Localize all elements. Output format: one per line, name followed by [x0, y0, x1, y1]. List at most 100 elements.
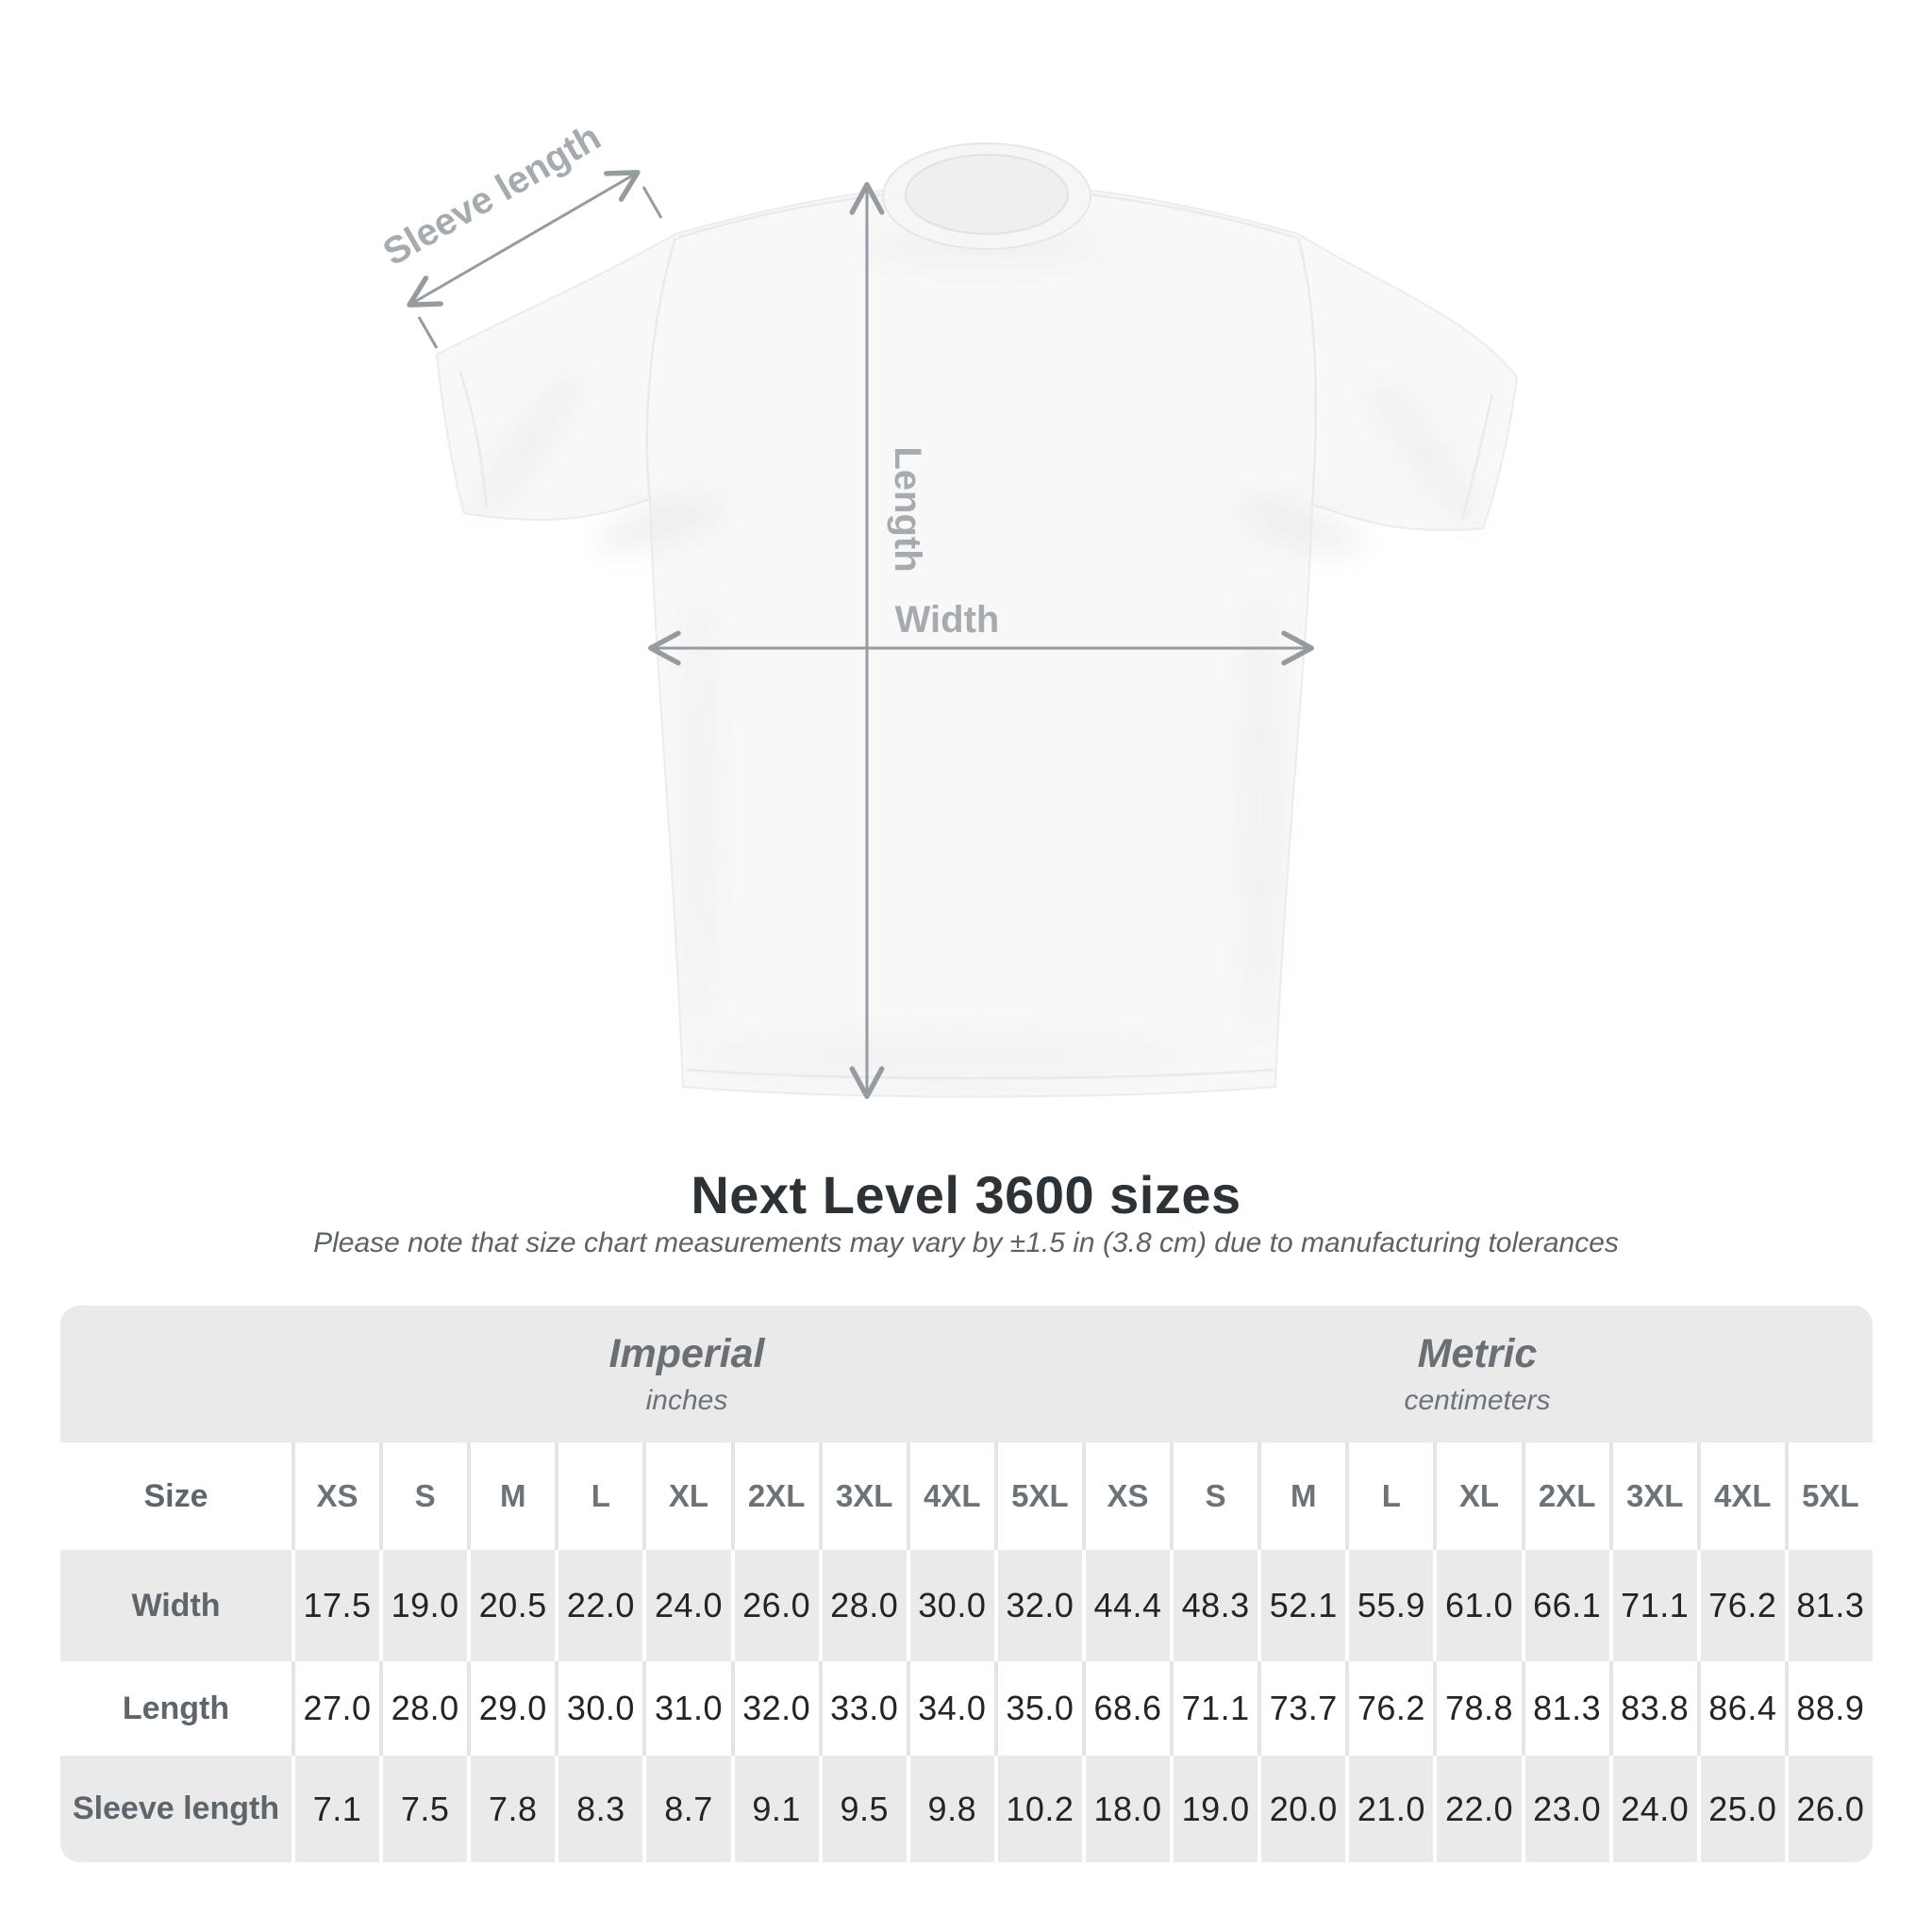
size-column-header: XS	[295, 1442, 380, 1550]
measurement-value: 28.0	[822, 1550, 907, 1661]
size-column-header: L	[1349, 1442, 1434, 1550]
measurement-value: 26.0	[734, 1550, 819, 1661]
imperial-title: Imperial	[608, 1331, 765, 1376]
measurement-value: 68.6	[1086, 1661, 1171, 1756]
tolerance-note: Please note that size chart measurements…	[313, 1227, 1619, 1258]
size-column-header: 2XL	[734, 1442, 819, 1550]
size-column-header: 4XL	[1700, 1442, 1785, 1550]
measurement-value: 7.1	[295, 1756, 380, 1862]
size-column-header: M	[471, 1442, 556, 1550]
measurement-value: 7.5	[383, 1756, 468, 1862]
measurement-value: 17.5	[295, 1550, 380, 1661]
size-column-header: 3XL	[1612, 1442, 1697, 1550]
measurement-value: 20.5	[471, 1550, 556, 1661]
measurement-value: 19.0	[383, 1550, 468, 1661]
tshirt-measurement-diagram: Sleeve length Length Width	[376, 116, 1519, 1099]
size-column-header: S	[1174, 1442, 1258, 1550]
measurement-value: 7.8	[471, 1756, 556, 1862]
size-column-header: 5XL	[1788, 1442, 1873, 1550]
measurement-value: 32.0	[734, 1661, 819, 1756]
metric-header: Metric centimeters	[1082, 1331, 1873, 1417]
seams	[458, 192, 1494, 1080]
page-title: Next Level 3600 sizes	[691, 1165, 1241, 1224]
measurement-value: 83.8	[1612, 1661, 1697, 1756]
units-header-band: Imperial inches Metric centimeters	[60, 1306, 1873, 1442]
sleeve-arrow-end-tick	[417, 316, 439, 349]
size-corner-label: Size	[60, 1442, 291, 1550]
measurement-value: 22.0	[1437, 1756, 1522, 1862]
measurement-value: 9.8	[909, 1756, 994, 1862]
measurement-value: 28.0	[383, 1661, 468, 1756]
measurement-value: 30.0	[909, 1550, 994, 1661]
measurement-value: 24.0	[1612, 1756, 1697, 1862]
size-column-header: 4XL	[909, 1442, 994, 1550]
measurement-value: 76.2	[1349, 1661, 1434, 1756]
measurement-value: 21.0	[1349, 1756, 1434, 1862]
measurement-value: 33.0	[822, 1661, 907, 1756]
size-table: Imperial inches Metric centimeters Size …	[60, 1306, 1873, 1862]
measurement-value: 78.8	[1437, 1661, 1522, 1756]
sleeve-length-arrow	[407, 170, 641, 308]
measurement-value: 9.1	[734, 1756, 819, 1862]
measurement-value: 20.0	[1261, 1756, 1346, 1862]
measurement-value: 24.0	[646, 1550, 731, 1661]
imperial-unit: inches	[645, 1385, 728, 1416]
metric-title: Metric	[1417, 1331, 1538, 1376]
measurement-value: 71.1	[1174, 1661, 1258, 1756]
measurement-value: 26.0	[1788, 1756, 1873, 1862]
measurement-value: 88.9	[1788, 1661, 1873, 1756]
measurement-value: 76.2	[1700, 1550, 1785, 1661]
width-label: Width	[895, 599, 1000, 641]
measurement-value: 29.0	[471, 1661, 556, 1756]
measurement-value: 52.1	[1261, 1550, 1346, 1661]
measurement-row-label: Sleeve length	[60, 1756, 291, 1862]
size-header-row: Size XS S M L XL 2XL 3XL 4XL 5XL XS S M L XL 2XL 3XL 4XL…	[60, 1442, 1873, 1550]
measurement-value: 18.0	[1086, 1756, 1171, 1862]
size-column-header: 5XL	[997, 1442, 1082, 1550]
measurement-value: 27.0	[295, 1661, 380, 1756]
measurement-value: 31.0	[646, 1661, 731, 1756]
measurement-value: 25.0	[1700, 1756, 1785, 1862]
tshirt-illustration	[435, 142, 1519, 1098]
measurement-row: Sleeve length 7.1 7.5 7.8 8.3 8.7 9.1 9.5 9.8 10.…	[60, 1756, 1873, 1862]
measurement-value: 81.3	[1788, 1550, 1873, 1661]
measurement-value: 30.0	[558, 1661, 643, 1756]
sleeve-arrow-end-tick	[641, 186, 663, 219]
imperial-header: Imperial inches	[291, 1331, 1082, 1417]
measurement-value: 61.0	[1437, 1550, 1522, 1661]
collar	[882, 142, 1091, 250]
measurement-value: 44.4	[1086, 1550, 1171, 1661]
sleeve-length-label: Sleeve length	[376, 116, 608, 274]
size-column-header: S	[383, 1442, 468, 1550]
size-column-header: L	[558, 1442, 643, 1550]
metric-unit: centimeters	[1404, 1385, 1551, 1416]
measurement-row-label: Length	[60, 1661, 291, 1756]
size-column-header: M	[1261, 1442, 1346, 1550]
measurement-value: 86.4	[1700, 1661, 1785, 1756]
fabric-shading	[475, 228, 1478, 1081]
measurement-value: 19.0	[1174, 1756, 1258, 1862]
measurement-row: Width 17.5 19.0 20.5 22.0 24.0 26.0 28.0 30.0 32.…	[60, 1550, 1873, 1661]
measurement-value: 10.2	[997, 1756, 1082, 1862]
measurement-value: 66.1	[1524, 1550, 1609, 1661]
measurement-value: 55.9	[1349, 1550, 1434, 1661]
size-column-header: XL	[1437, 1442, 1522, 1550]
measurement-value: 35.0	[997, 1661, 1082, 1756]
measurement-value: 22.0	[558, 1550, 643, 1661]
measurement-value: 23.0	[1524, 1756, 1609, 1862]
measurement-value: 34.0	[909, 1661, 994, 1756]
size-column-header: XS	[1086, 1442, 1171, 1550]
measurement-value: 8.7	[646, 1756, 731, 1862]
measurement-value: 73.7	[1261, 1661, 1346, 1756]
measurement-value: 71.1	[1612, 1550, 1697, 1661]
measurement-value: 9.5	[822, 1756, 907, 1862]
size-column-header: XL	[646, 1442, 731, 1550]
size-column-header: 2XL	[1524, 1442, 1609, 1550]
measurement-row-label: Width	[60, 1550, 291, 1661]
measurement-value: 32.0	[997, 1550, 1082, 1661]
length-label: Length	[887, 446, 928, 572]
measurement-value: 8.3	[558, 1756, 643, 1862]
measurement-row: Length 27.0 28.0 29.0 30.0 31.0 32.0 33.0 34.0 35…	[60, 1661, 1873, 1756]
size-column-header: 3XL	[822, 1442, 907, 1550]
